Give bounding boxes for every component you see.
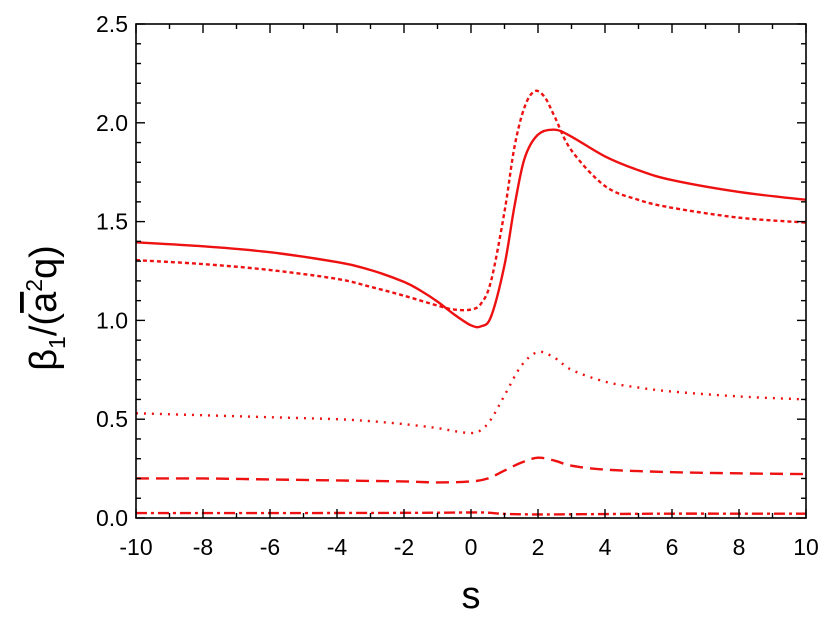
x-tick-label: 10 [793,534,819,560]
series-line-dash-dot [135,511,806,516]
x-tick-label: 6 [666,534,679,560]
y-axis-title-abar: a [23,291,65,313]
series-line-solid [135,128,807,329]
x-axis-title: s [462,575,481,617]
x-tick-label: -4 [327,534,348,560]
y-axis-title-sup: 2 [21,279,47,292]
x-tick-label: -10 [119,534,152,560]
x-tick-label: 4 [599,534,612,560]
tick-layer [135,23,807,519]
x-tick-label: -6 [260,534,280,560]
y-axis-title-sub: 1 [44,336,70,349]
series-layer [135,89,807,516]
plot-frame [135,23,807,519]
x-tick-label: 2 [532,534,545,560]
y-axis-title-close: q) [23,245,65,279]
y-tick-label: 0.0 [96,505,128,531]
series-line-long-dash [135,456,807,484]
x-tick-label: 0 [465,534,478,560]
y-tick-label: 2.5 [96,11,128,37]
x-tick-label: -8 [193,534,213,560]
series-line-short-dash [135,89,807,312]
y-axis-title: β1/(a2q) [21,245,70,371]
svg-text:β1/(a2q): β1/(a2q) [21,245,70,371]
y-axis-title-open: /( [23,313,65,337]
x-tick-label: 8 [733,534,746,560]
y-tick-label: 0.5 [96,406,128,432]
y-tick-label: 2.0 [96,110,128,136]
y-tick-label: 1.5 [96,209,128,235]
series-line-dotted [135,350,807,435]
x-tick-label: -2 [394,534,414,560]
y-axis-title-base: β [23,349,65,371]
y-tick-label: 1.0 [96,307,128,333]
label-layer: -10 -8 -6 -4 -2 0 2 4 6 8 10 0.0 0.5 1.0 1.5 2.0 2.5 [96,11,819,560]
